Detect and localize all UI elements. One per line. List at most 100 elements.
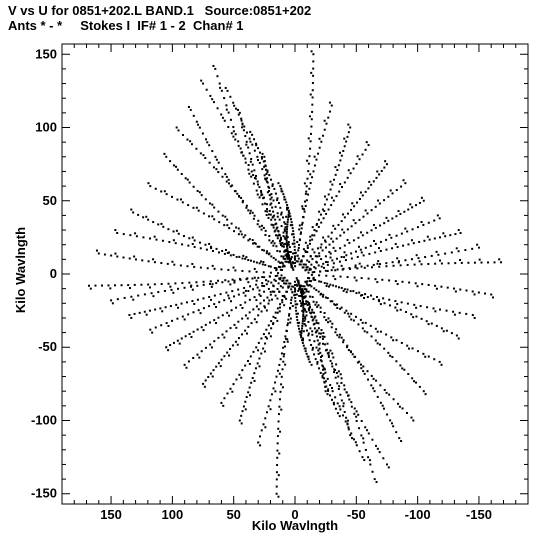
uv-point	[240, 117, 243, 120]
uv-point	[298, 321, 301, 324]
uv-point	[271, 298, 274, 301]
uv-point	[180, 337, 183, 340]
uv-point	[195, 206, 198, 209]
uv-point	[340, 377, 343, 380]
uv-point	[233, 323, 236, 326]
uv-point	[262, 299, 265, 302]
uv-point	[340, 264, 343, 267]
uv-point	[319, 306, 322, 309]
uv-point	[349, 267, 352, 270]
uv-point	[366, 429, 369, 432]
uv-point	[316, 222, 319, 225]
uv-point	[272, 215, 275, 218]
uv-point	[160, 190, 163, 193]
uv-point	[375, 176, 378, 179]
uv-point	[152, 258, 155, 261]
uv-point	[321, 337, 324, 340]
uv-point	[262, 160, 265, 163]
uv-point	[435, 250, 438, 253]
uv-point	[471, 314, 474, 317]
uv-point	[183, 286, 186, 289]
uv-point	[250, 157, 253, 160]
uv-point	[383, 166, 386, 169]
x-tick-label: 50	[226, 507, 240, 522]
uv-point	[465, 312, 468, 315]
uv-point	[313, 271, 316, 274]
uv-point	[471, 247, 474, 250]
uv-point	[406, 411, 409, 414]
uv-point	[341, 228, 344, 231]
uv-point	[487, 261, 490, 264]
uv-point	[252, 350, 255, 353]
uv-point	[319, 359, 322, 362]
uv-point	[357, 413, 360, 416]
uv-point	[190, 284, 193, 287]
uv-point	[279, 303, 282, 306]
uv-point	[202, 307, 205, 310]
uv-point	[258, 435, 261, 438]
uv-point	[244, 161, 247, 164]
uv-point	[224, 279, 227, 282]
uv-point	[229, 185, 232, 188]
uv-point	[330, 204, 333, 207]
uv-point	[273, 214, 276, 217]
uv-point	[379, 401, 382, 404]
uv-point	[173, 263, 176, 266]
uv-point	[298, 294, 301, 297]
uv-point	[334, 166, 337, 169]
uv-point	[335, 328, 338, 331]
uv-point	[287, 206, 289, 209]
uv-point	[275, 471, 278, 474]
uv-point	[257, 276, 260, 279]
uv-point	[107, 284, 110, 287]
uv-point	[426, 235, 429, 238]
uv-point	[225, 104, 228, 107]
uv-point	[258, 289, 261, 292]
uv-point	[378, 265, 381, 268]
uv-point	[235, 226, 238, 229]
uv-point	[279, 236, 282, 239]
uv-point	[276, 311, 279, 314]
uv-point	[314, 331, 317, 334]
uv-point	[280, 383, 283, 386]
x-tick-label: 100	[162, 507, 184, 522]
uv-point	[213, 319, 216, 322]
uv-point	[369, 463, 372, 466]
uv-point	[403, 210, 406, 213]
uv-point	[134, 232, 137, 235]
uv-point	[256, 286, 259, 289]
uv-point	[264, 336, 267, 339]
uv-point	[224, 215, 227, 218]
uv-point	[244, 289, 247, 292]
uv-point	[332, 266, 335, 269]
uv-point	[271, 183, 274, 186]
uv-point	[477, 246, 480, 249]
uv-point	[294, 290, 297, 293]
uv-point	[222, 404, 225, 407]
uv-point	[339, 408, 342, 411]
uv-point	[367, 144, 370, 147]
uv-point	[304, 350, 307, 353]
uv-point	[467, 261, 470, 264]
uv-point	[326, 342, 329, 345]
uv-point	[311, 308, 314, 311]
uv-point	[389, 419, 392, 422]
uv-point	[299, 288, 302, 291]
uv-point	[401, 407, 404, 410]
uv-point	[284, 254, 287, 257]
uv-point	[406, 302, 409, 305]
uv-point	[133, 255, 136, 258]
uv-point	[374, 242, 377, 245]
uv-point	[289, 215, 292, 218]
uv-point	[437, 253, 440, 256]
uv-point	[230, 309, 233, 312]
uv-point	[271, 240, 274, 243]
uv-point	[175, 126, 178, 129]
uv-point	[347, 131, 350, 134]
uv-point	[293, 245, 296, 248]
uv-point	[387, 351, 390, 354]
uv-point	[233, 104, 236, 107]
uv-point	[160, 283, 163, 286]
uv-point	[311, 248, 314, 251]
uv-point	[219, 293, 222, 296]
